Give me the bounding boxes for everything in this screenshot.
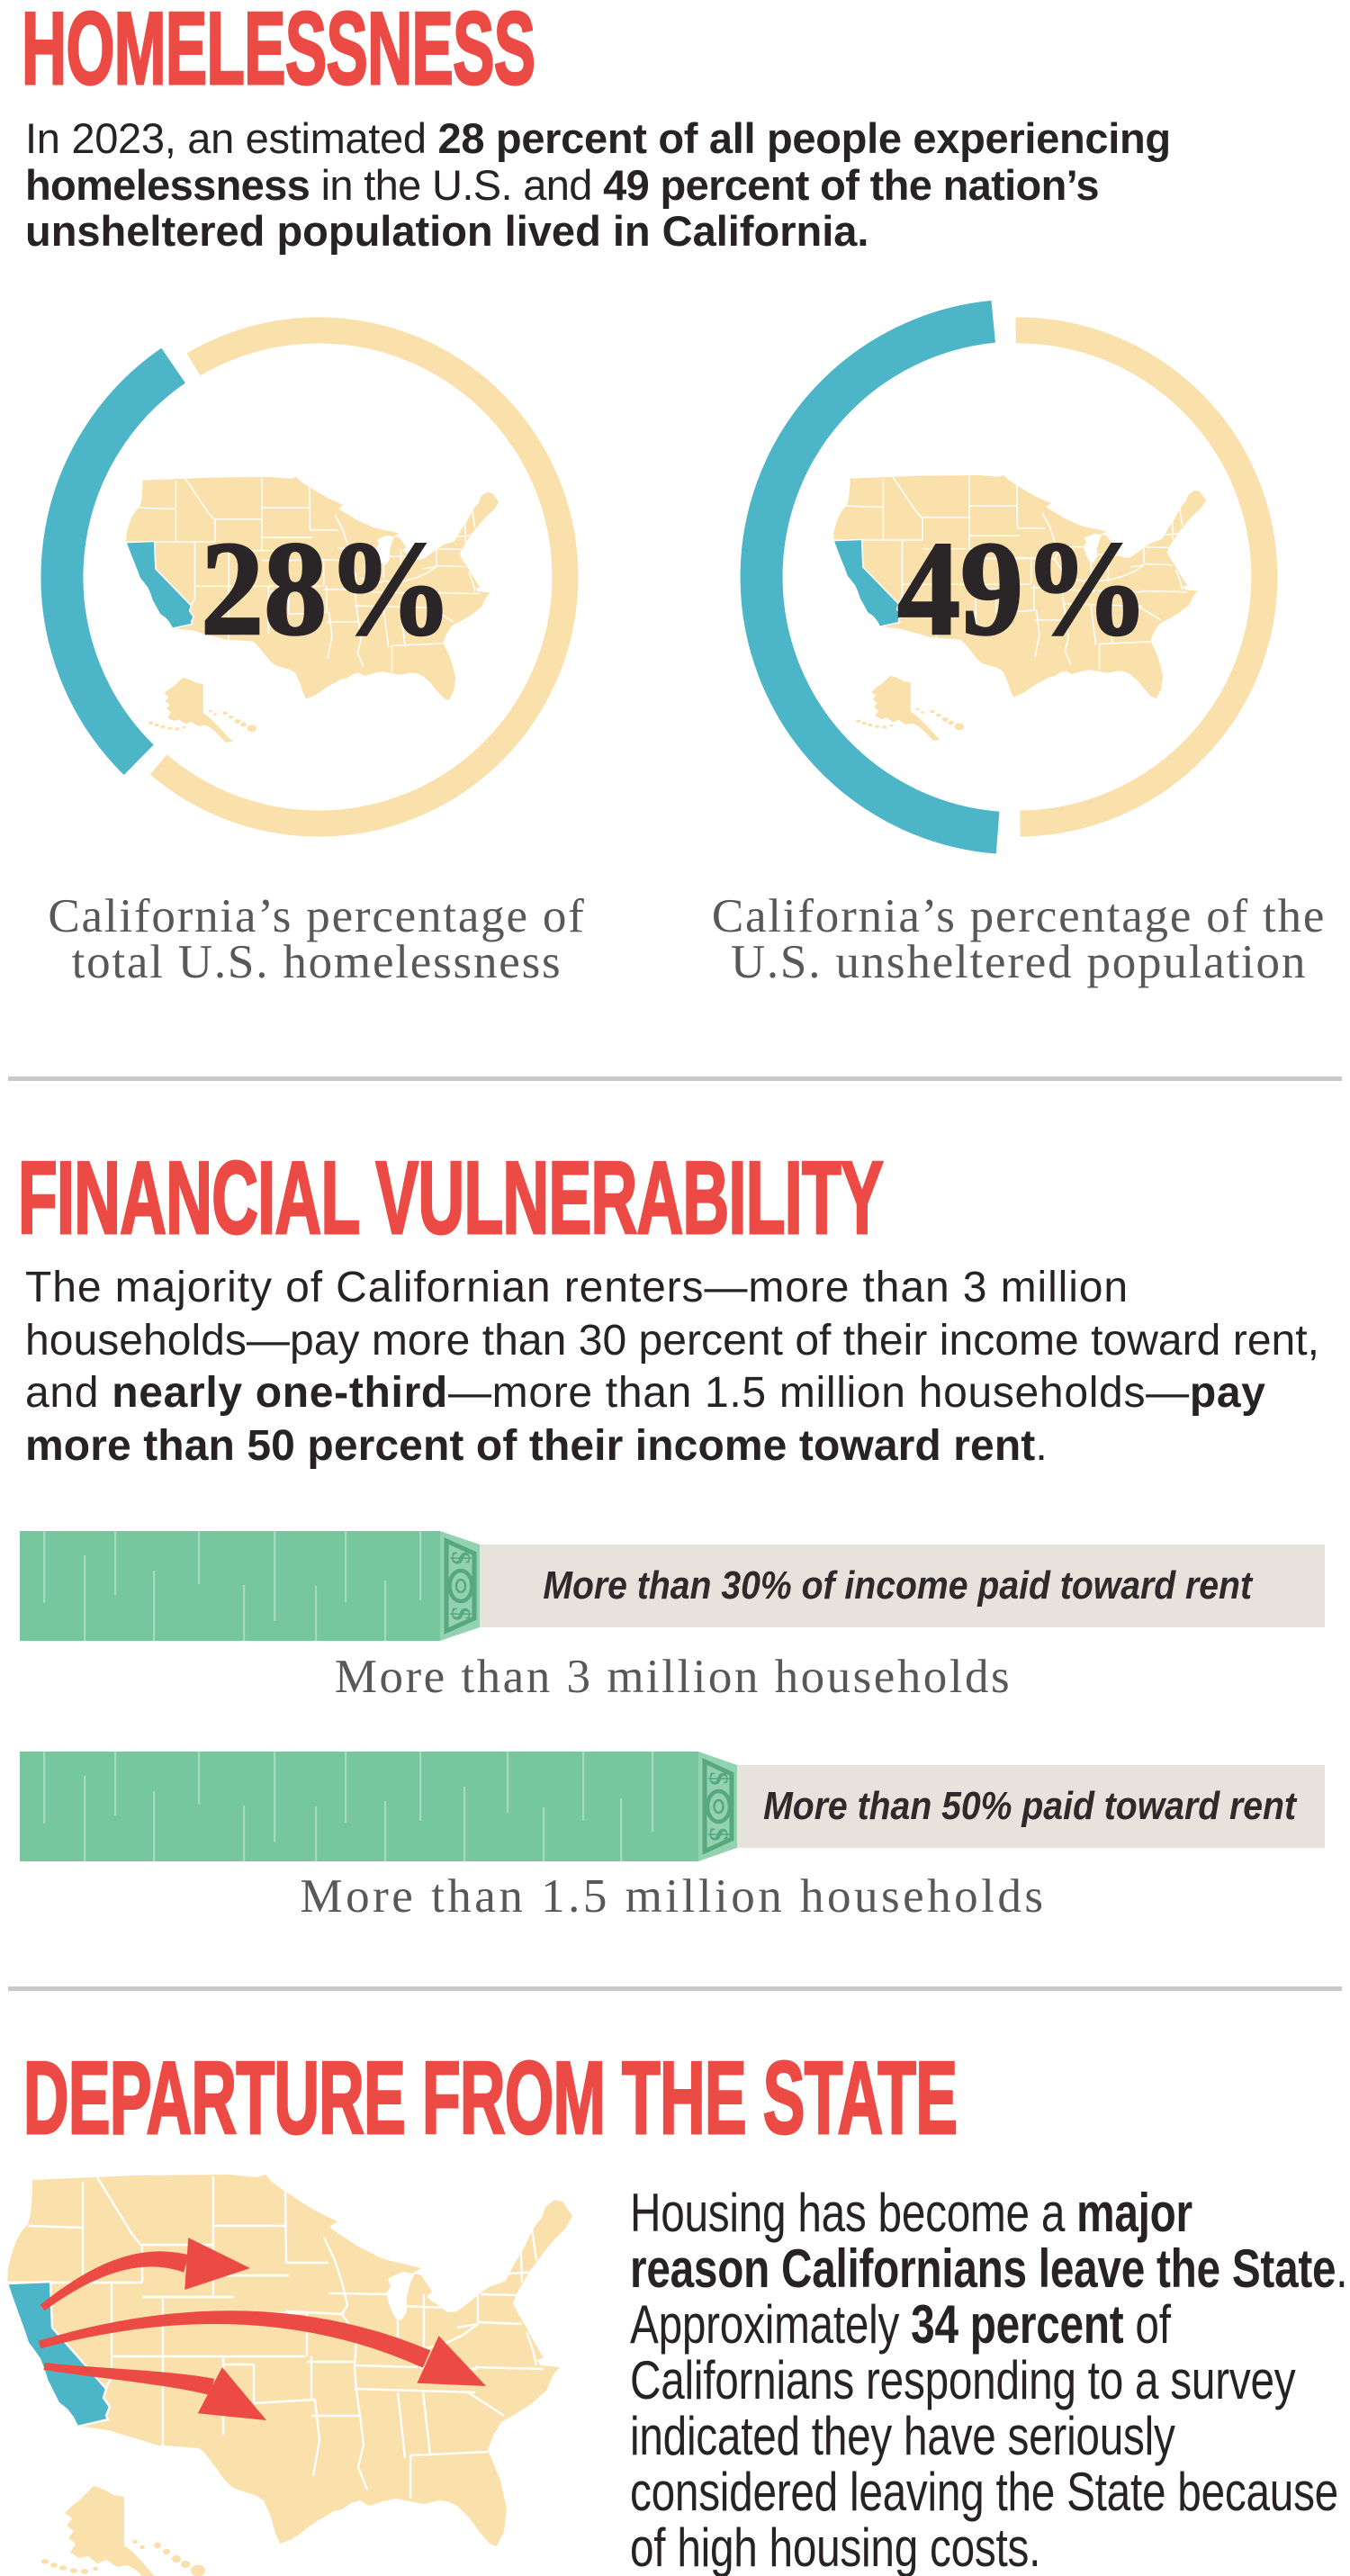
svg-text:$: $ xyxy=(704,1772,734,1786)
svg-text:$: $ xyxy=(446,1608,476,1621)
svg-text:$: $ xyxy=(704,1828,734,1842)
svg-text:$: $ xyxy=(446,1552,476,1565)
